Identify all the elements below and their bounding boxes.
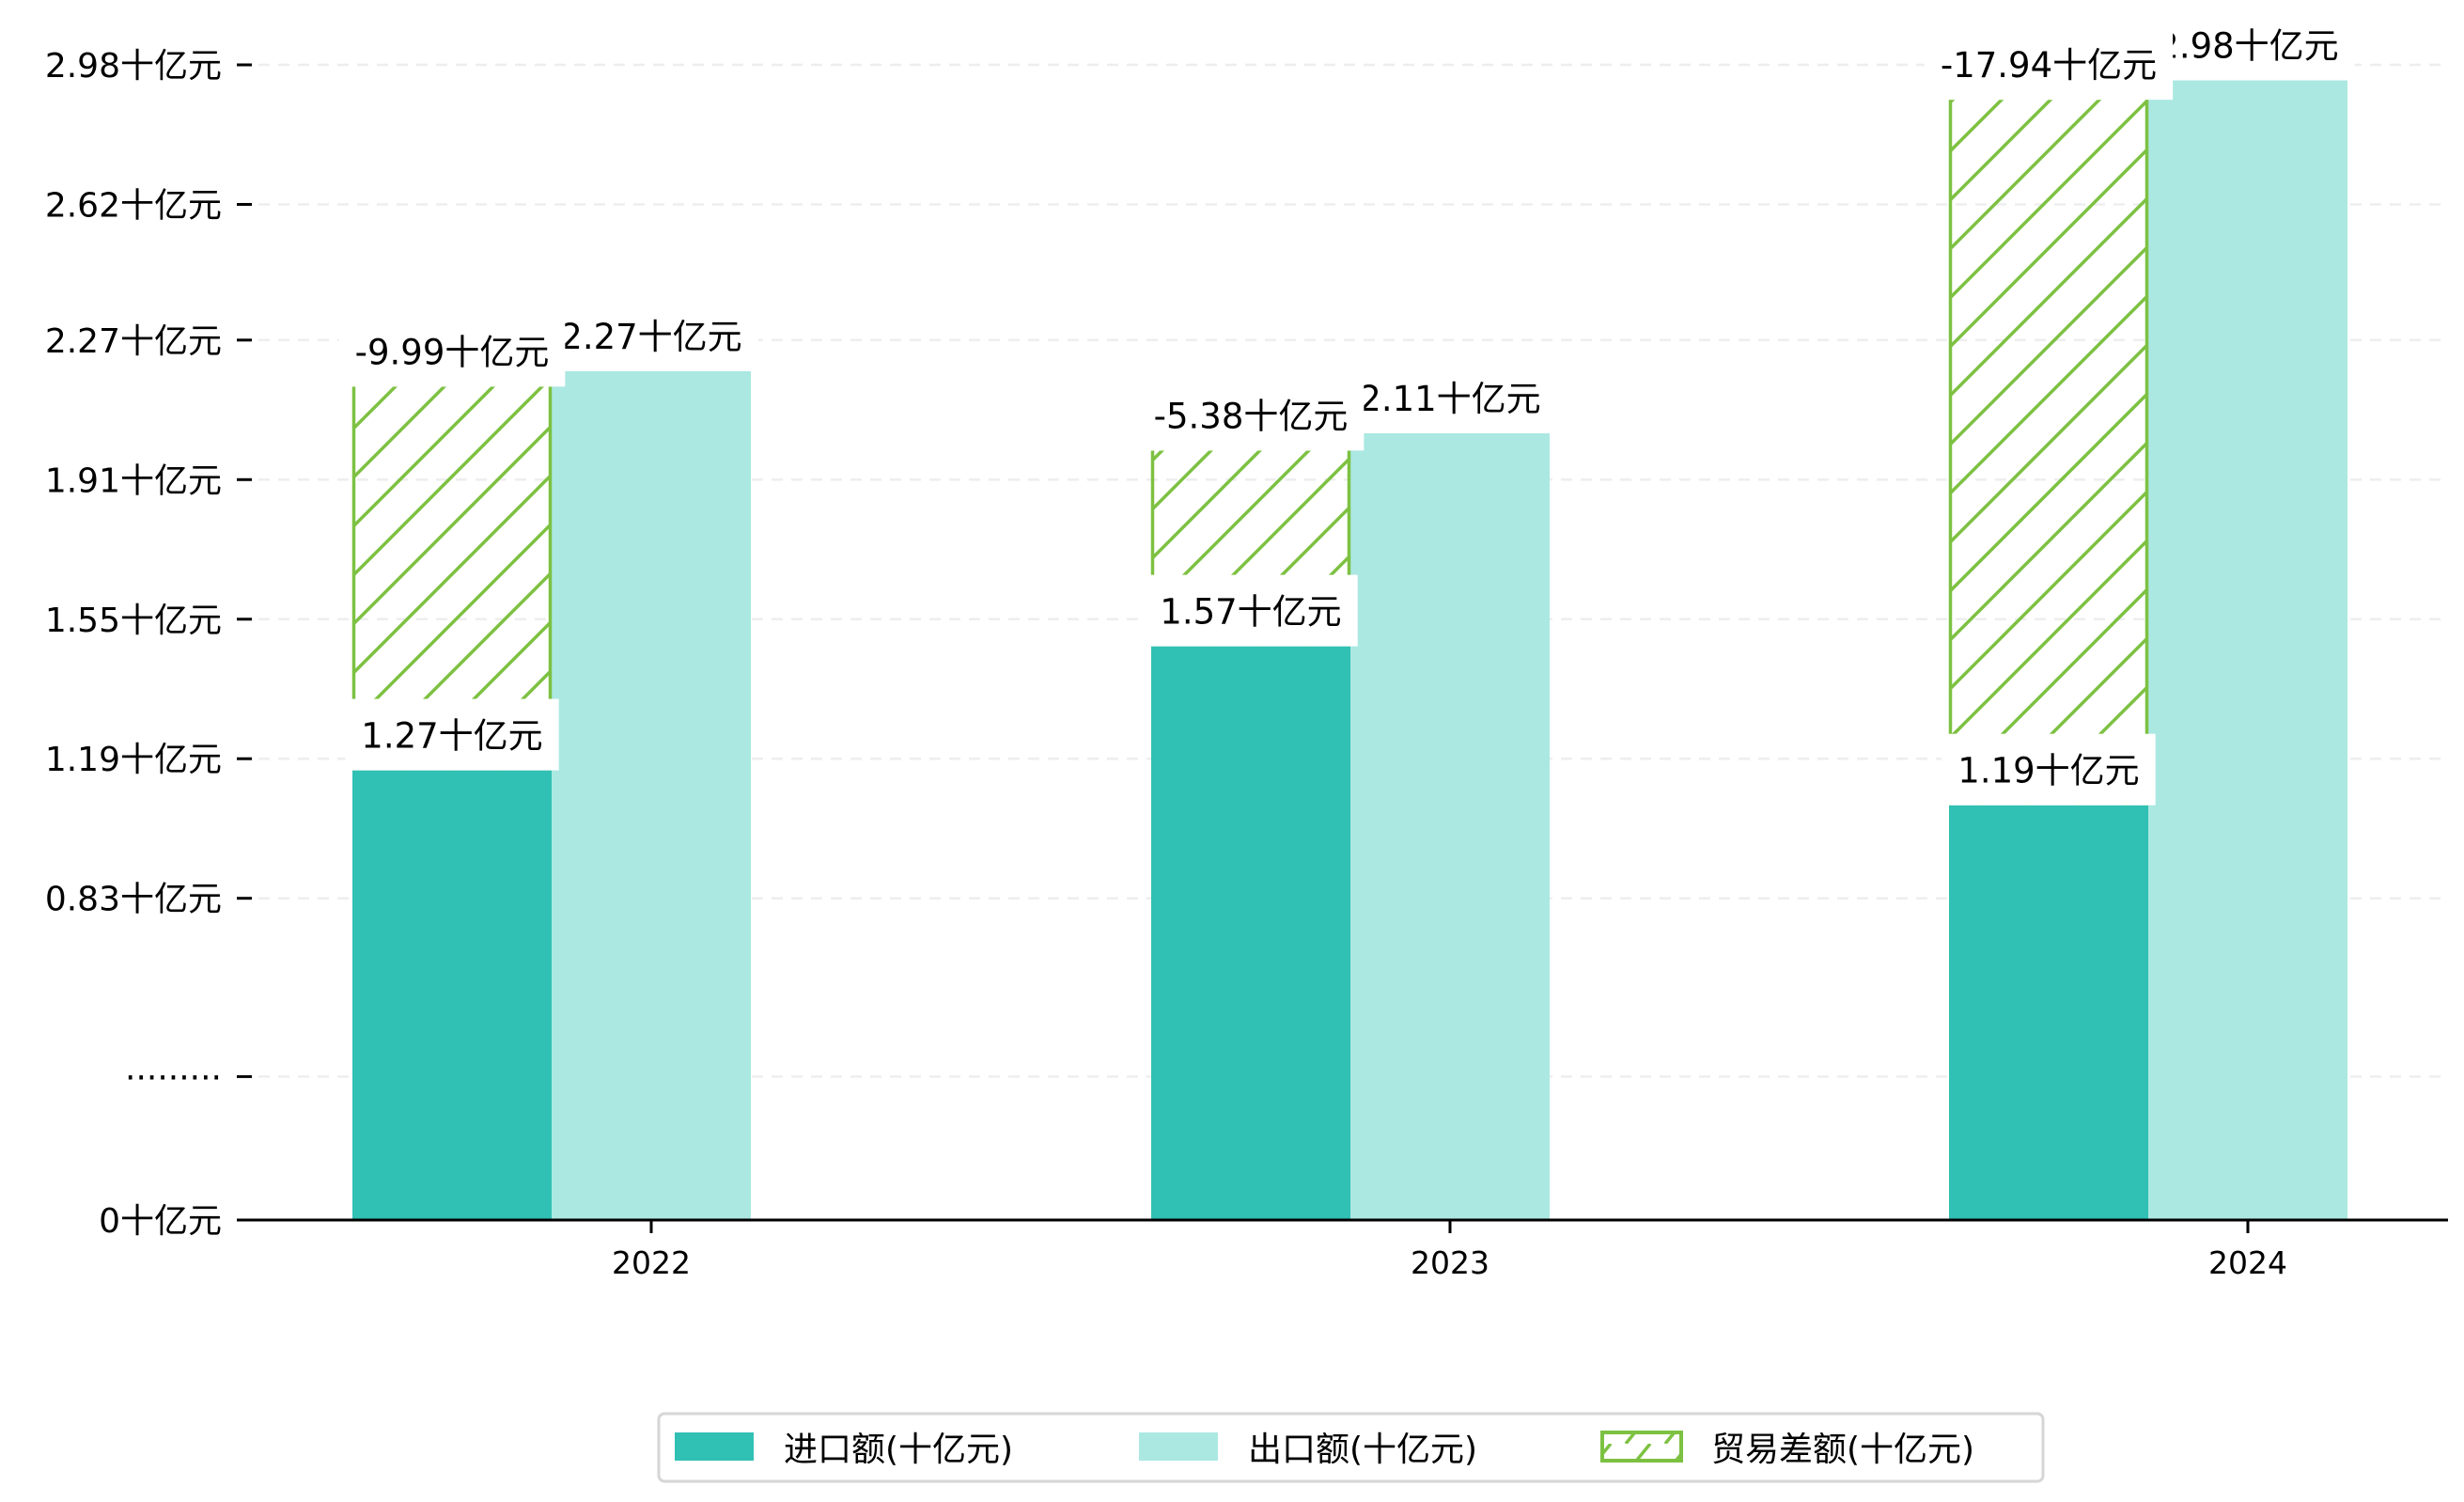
trade-balance-label-box — [1137, 379, 1365, 451]
import-label-box — [1144, 574, 1358, 647]
export-label: 2.98十亿元 — [2141, 8, 2355, 81]
import-label-text: 1.27十亿元 — [361, 716, 542, 757]
y-tick-label: 2.27十亿元 — [45, 322, 222, 361]
x-tick-label: 2022 — [612, 1244, 691, 1281]
legend-frame — [657, 1412, 2045, 1483]
import-bar — [352, 770, 552, 1220]
import-bar — [1949, 805, 2148, 1220]
y-tick-label: ········· — [125, 1058, 222, 1097]
trade-balance-label-text: -9.99十亿元 — [355, 332, 550, 372]
y-tick-label: 1.91十亿元 — [45, 462, 222, 500]
export-label-text: 2.98十亿元 — [2157, 25, 2338, 66]
legend-swatch-import — [675, 1432, 754, 1461]
y-tick-label: 1.19十亿元 — [45, 741, 222, 779]
legend-label: 进口额(十亿元) — [784, 1431, 1013, 1469]
axes: 0十亿元 ········· 0.83十亿元 1.19十亿元 1.55十亿元 1.91十亿… — [45, 47, 2448, 1281]
export-bar — [1350, 432, 1550, 1220]
export-label-text: 2.11十亿元 — [1359, 379, 1540, 419]
bars — [351, 80, 2347, 1221]
trade-balance-label-box — [338, 315, 566, 387]
import-label-text: 1.57十亿元 — [1160, 592, 1341, 633]
import-label: 1.57十亿元 — [1144, 574, 1358, 647]
y-tick-label: 2.62十亿元 — [45, 186, 222, 225]
y-tick-label: 1.55十亿元 — [45, 602, 222, 640]
trade-balance-label: -9.99十亿元 — [338, 315, 566, 387]
legend-swatch-export — [1139, 1432, 1218, 1461]
trade-balance-label-text: -5.38十亿元 — [1154, 396, 1349, 436]
trade-balance-label-box — [1924, 28, 2174, 101]
export-label-box — [544, 299, 758, 371]
import-label-text: 1.19十亿元 — [1957, 751, 2139, 791]
trade-balance-bar — [1949, 100, 2148, 806]
x-tick-label: 2024 — [2208, 1244, 2287, 1281]
y-tick-label: 2.98十亿元 — [45, 47, 222, 86]
data-labels: 2.27十亿元 2.11十亿元 2.98十亿元 -9.99十亿元 1.27十亿元 -5.3… — [338, 8, 2355, 806]
export-label: 2.27十亿元 — [544, 299, 758, 371]
trade-balance-label: -5.38十亿元 — [1137, 379, 1365, 451]
x-tick-label: 2023 — [1411, 1244, 1489, 1281]
import-label: 1.27十亿元 — [345, 698, 559, 771]
legend-swatch-trade-balance — [1600, 1431, 1683, 1463]
import-label-box — [345, 698, 559, 771]
import-bar — [1151, 646, 1350, 1220]
y-tick-label: 0十亿元 — [99, 1202, 222, 1241]
legend-label: 出口额(十亿元) — [1248, 1431, 1477, 1469]
export-bar — [552, 370, 751, 1220]
trade-balance-label-text: -17.94十亿元 — [1941, 45, 2157, 86]
export-label-text: 2.27十亿元 — [560, 317, 741, 357]
export-label-box — [2141, 8, 2355, 81]
export-label-box — [1343, 361, 1557, 433]
trade-balance-label: -17.94十亿元 — [1924, 28, 2174, 101]
export-label: 2.11十亿元 — [1343, 361, 1557, 433]
export-bar — [2148, 80, 2347, 1221]
import-label-box — [1942, 733, 2156, 806]
y-tick-label: 0.83十亿元 — [45, 881, 222, 919]
import-label: 1.19十亿元 — [1942, 733, 2156, 806]
legend-label: 贸易差额(十亿元) — [1711, 1431, 1974, 1469]
legend: 进口额(十亿元) 出口额(十亿元) 贸易差额(十亿元) — [657, 1412, 2045, 1483]
